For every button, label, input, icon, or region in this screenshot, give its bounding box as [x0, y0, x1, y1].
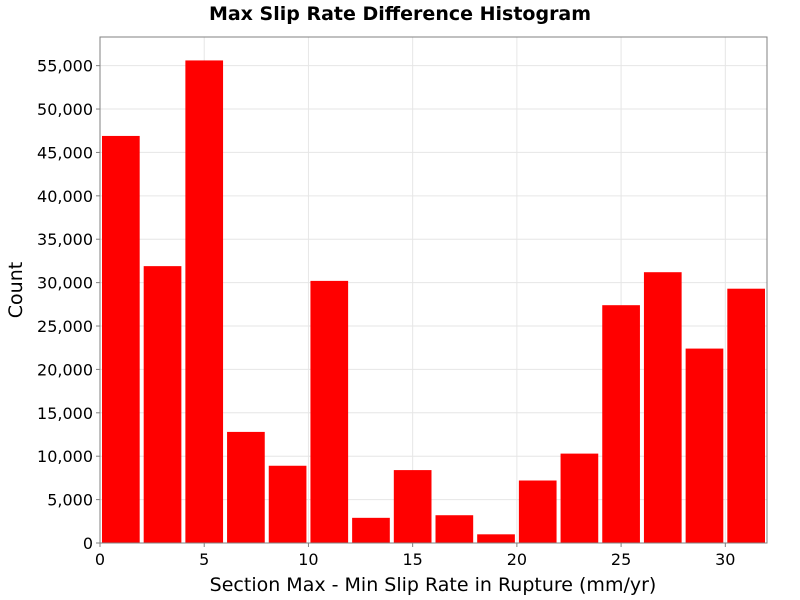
x-tick-label: 25	[611, 550, 631, 569]
bar	[643, 272, 682, 543]
bar	[727, 288, 765, 543]
x-tick-label: 20	[507, 550, 527, 569]
bar	[310, 280, 349, 543]
bar	[477, 534, 515, 543]
y-tick-label: 15,000	[37, 404, 93, 423]
y-tick-label: 45,000	[37, 143, 93, 162]
x-axis: 0 5 10 15 20 25 30	[95, 543, 735, 569]
bar	[268, 465, 307, 543]
x-axis-label: Section Max - Min Slip Rate in Rupture (…	[210, 574, 657, 596]
bar	[352, 517, 390, 543]
x-tick-label: 0	[95, 550, 105, 569]
chart-title: Max Slip Rate Difference Histogram	[209, 3, 591, 25]
y-tick-label: 35,000	[37, 230, 93, 249]
x-tick-label: 30	[715, 550, 735, 569]
y-tick-label: 20,000	[37, 360, 93, 379]
bar	[560, 453, 599, 543]
y-tick-label: 0	[83, 534, 93, 553]
bar	[227, 431, 265, 543]
bar	[102, 135, 140, 543]
bar	[685, 348, 724, 543]
y-tick-label: 10,000	[37, 447, 93, 466]
bar	[602, 305, 640, 543]
bar	[393, 470, 432, 543]
y-axis-label: Count	[5, 262, 27, 318]
bar	[518, 480, 557, 543]
x-tick-label: 10	[298, 550, 318, 569]
y-tick-label: 55,000	[37, 57, 93, 76]
bar	[143, 266, 182, 543]
x-tick-label: 5	[199, 550, 209, 569]
y-tick-label: 5,000	[47, 491, 93, 510]
y-tick-label: 25,000	[37, 317, 93, 336]
y-axis: 0 5,000 10,000 15,000 20,000 25,000 30,000 35,0…	[37, 57, 100, 553]
y-tick-label: 40,000	[37, 187, 93, 206]
bars	[102, 60, 765, 544]
y-tick-label: 30,000	[37, 274, 93, 293]
bar	[435, 515, 474, 543]
x-tick-label: 15	[402, 550, 422, 569]
y-tick-label: 50,000	[37, 100, 93, 119]
plot-border	[99, 36, 768, 544]
bar	[185, 60, 224, 544]
